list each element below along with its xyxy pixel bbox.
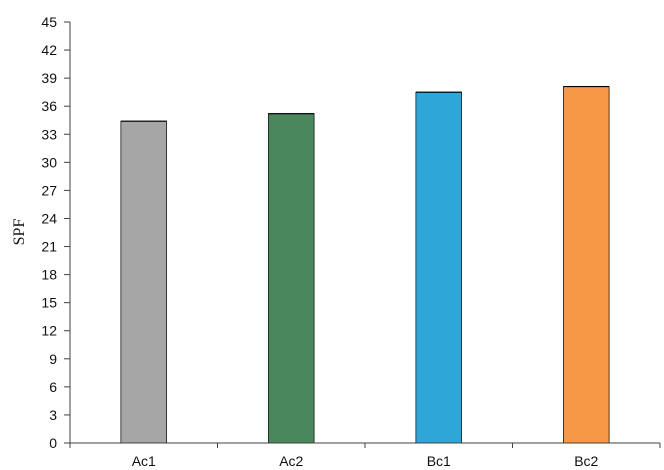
- y-tick-label: 30: [41, 154, 57, 170]
- y-tick-label: 27: [41, 182, 57, 198]
- y-tick-label: 39: [41, 70, 57, 86]
- y-tick-label: 21: [41, 239, 57, 255]
- y-tick-label: 45: [41, 14, 57, 30]
- y-tick-label: 9: [49, 351, 57, 367]
- y-tick-label: 18: [41, 267, 57, 283]
- y-tick-label: 6: [49, 379, 57, 395]
- bar-bc1: [415, 91, 463, 444]
- y-tick-label: 0: [49, 435, 57, 451]
- x-category-label: Ac2: [279, 453, 303, 469]
- y-tick-label: 3: [49, 407, 57, 423]
- bars-layer: [120, 85, 610, 444]
- bar-ac2: [267, 113, 315, 444]
- x-category-label: Bc1: [427, 453, 451, 469]
- x-category-label: Bc2: [574, 453, 598, 469]
- y-tick-label: 24: [41, 210, 57, 226]
- y-tick-label: 42: [41, 42, 57, 58]
- y-tick-label: 15: [41, 295, 57, 311]
- x-category-label: Ac1: [132, 453, 156, 469]
- bar-ac1: [120, 120, 168, 444]
- y-axis-title: SPF: [11, 219, 28, 246]
- y-tick-label: 36: [41, 98, 57, 114]
- y-tick-label: 12: [41, 323, 57, 339]
- bar-bc2: [562, 86, 610, 444]
- y-tick-label: 33: [41, 126, 57, 142]
- x-axis: Ac1 Ac2 Bc1 Bc2: [69, 442, 661, 469]
